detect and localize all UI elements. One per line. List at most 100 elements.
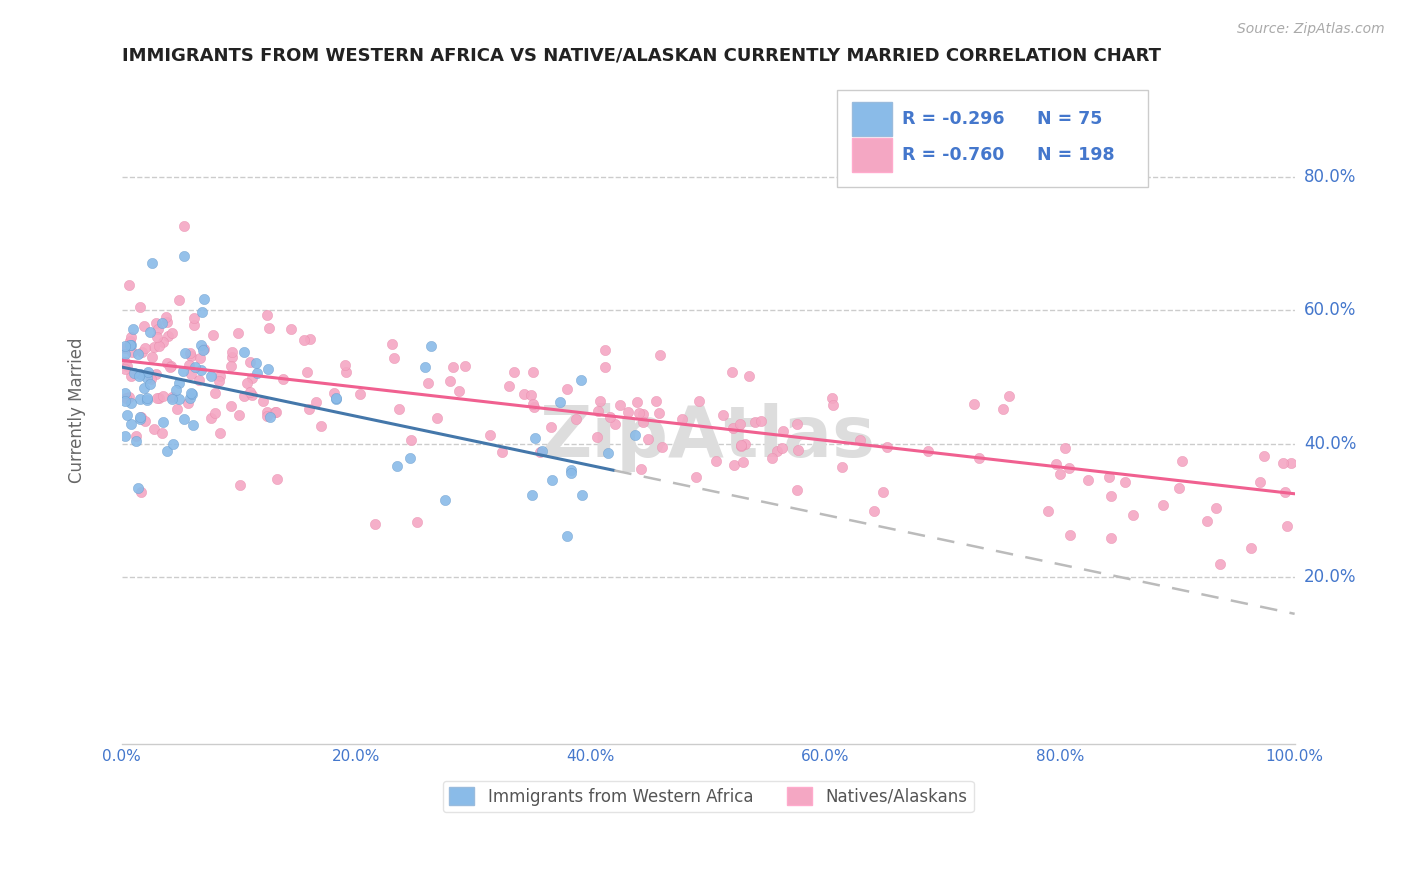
Point	[180, 350, 202, 364]
Point	[257, 321, 280, 335]
Point	[141, 350, 163, 364]
Point	[603, 417, 626, 432]
Point	[523, 432, 546, 446]
Point	[128, 369, 150, 384]
Point	[167, 293, 190, 307]
Point	[180, 385, 202, 400]
Point	[1053, 442, 1076, 456]
Point	[1099, 531, 1122, 545]
Point	[165, 383, 187, 397]
Point	[183, 318, 205, 332]
Point	[193, 292, 215, 306]
Point	[131, 345, 153, 359]
Point	[651, 440, 673, 454]
Point	[704, 454, 727, 468]
Point	[648, 347, 671, 361]
Point	[876, 440, 898, 454]
Point	[626, 395, 648, 409]
Point	[382, 351, 405, 366]
Legend: Immigrants from Western Africa, Natives/Alaskans: Immigrants from Western Africa, Natives/…	[443, 780, 973, 813]
Point	[1059, 461, 1081, 475]
Point	[1152, 499, 1174, 513]
Point	[997, 389, 1019, 403]
Point	[180, 386, 202, 401]
Point	[1253, 450, 1275, 464]
Point	[1099, 489, 1122, 503]
Point	[449, 384, 471, 398]
Point	[155, 315, 177, 329]
Point	[233, 389, 256, 403]
Point	[333, 358, 356, 372]
Point	[1077, 473, 1099, 487]
Point	[419, 338, 441, 352]
Point	[627, 406, 650, 420]
Point	[325, 391, 347, 405]
Point	[124, 429, 146, 443]
Point	[193, 342, 215, 356]
Point	[569, 373, 592, 387]
Point	[256, 361, 278, 376]
Point	[129, 412, 152, 426]
Point	[139, 372, 162, 386]
Point	[256, 409, 278, 423]
Point	[633, 415, 655, 429]
Point	[599, 409, 621, 424]
Point	[114, 355, 136, 369]
Point	[142, 340, 165, 354]
Point	[1171, 454, 1194, 468]
Point	[1240, 541, 1263, 555]
Point	[295, 366, 318, 380]
Point	[786, 417, 808, 431]
Text: ZipAtlas: ZipAtlas	[540, 402, 876, 472]
Point	[167, 376, 190, 391]
Point	[405, 515, 427, 529]
Point	[159, 359, 181, 374]
Point	[114, 392, 136, 406]
Point	[434, 492, 457, 507]
Point	[630, 461, 652, 475]
Point	[1249, 475, 1271, 489]
Point	[730, 439, 752, 453]
Point	[305, 394, 328, 409]
Point	[114, 394, 136, 409]
Point	[454, 359, 477, 374]
Point	[761, 450, 783, 465]
Point	[138, 365, 160, 379]
Text: R = -0.296: R = -0.296	[901, 110, 1004, 128]
Point	[146, 322, 169, 336]
Point	[180, 367, 202, 381]
Point	[252, 394, 274, 409]
Point	[118, 390, 141, 404]
Point	[734, 437, 756, 451]
Point	[228, 478, 250, 492]
Point	[560, 466, 582, 480]
Point	[256, 308, 278, 322]
Point	[173, 219, 195, 233]
Point	[772, 425, 794, 439]
Point	[749, 414, 772, 428]
Point	[1049, 467, 1071, 481]
Point	[114, 429, 136, 443]
Point	[114, 362, 136, 376]
Point	[963, 397, 986, 411]
Point	[129, 367, 152, 381]
Text: IMMIGRANTS FROM WESTERN AFRICA VS NATIVE/ALASKAN CURRENTLY MARRIED CORRELATION C: IMMIGRANTS FROM WESTERN AFRICA VS NATIVE…	[122, 46, 1160, 64]
Point	[162, 436, 184, 450]
Point	[136, 393, 159, 408]
Point	[132, 319, 155, 334]
Point	[219, 359, 242, 374]
Point	[120, 330, 142, 344]
Point	[228, 409, 250, 423]
Point	[129, 409, 152, 424]
Point	[200, 411, 222, 425]
Point	[219, 400, 242, 414]
Point	[738, 368, 761, 383]
Point	[148, 391, 170, 405]
Point	[1279, 456, 1302, 470]
Point	[711, 408, 734, 422]
Point	[162, 390, 184, 404]
Point	[271, 372, 294, 386]
Point	[1036, 504, 1059, 518]
Point	[172, 364, 194, 378]
Point	[134, 381, 156, 395]
